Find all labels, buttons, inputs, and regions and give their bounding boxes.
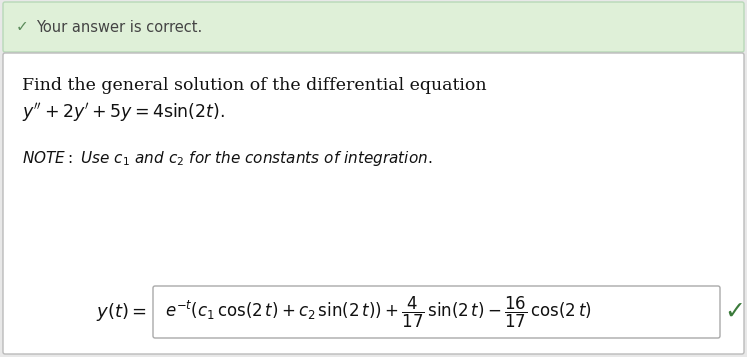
Text: Find the general solution of the differential equation: Find the general solution of the differe… [22, 77, 486, 94]
Text: $y(t) =$: $y(t) =$ [96, 301, 147, 323]
FancyBboxPatch shape [153, 286, 720, 338]
Text: Your answer is correct.: Your answer is correct. [36, 20, 202, 35]
Text: ✓: ✓ [16, 20, 28, 35]
Text: $e^{-t}(c_1\,\cos(2\,t)+c_2\,\sin(2\,t))+\dfrac{4}{17}\,\sin(2\,t)-\dfrac{16}{17: $e^{-t}(c_1\,\cos(2\,t)+c_2\,\sin(2\,t))… [165, 295, 592, 330]
Text: $y'' + 2y' + 5y = 4\sin(2t).$: $y'' + 2y' + 5y = 4\sin(2t).$ [22, 101, 225, 124]
Text: ✓: ✓ [725, 300, 746, 324]
FancyBboxPatch shape [3, 53, 744, 354]
FancyBboxPatch shape [3, 2, 744, 52]
Text: $\mathit{NOTE{:}\ Use\ }$$\mathit{c}_1$$\mathit{\ and\ c}_2$$\mathit{\ for\ the\: $\mathit{NOTE{:}\ Use\ }$$\mathit{c}_1$$… [22, 149, 433, 168]
